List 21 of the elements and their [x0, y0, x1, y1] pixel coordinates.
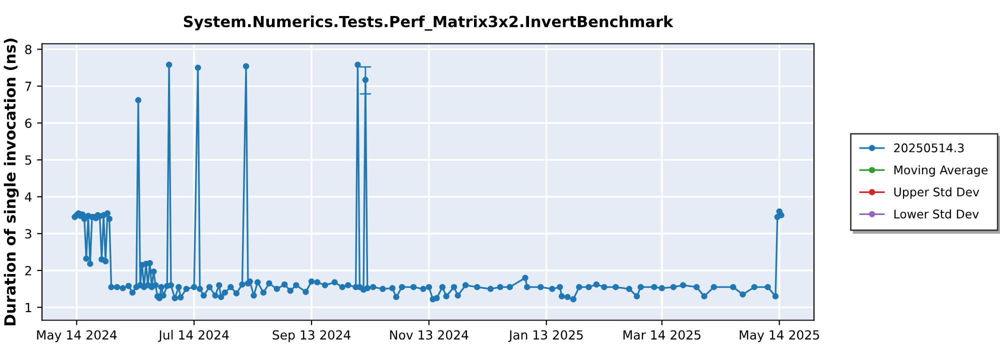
y-tick-label: 8 — [25, 44, 32, 54]
y-tick-label: 7 — [25, 82, 32, 91]
chart-title: System.Numerics.Tests.Perf_Matrix3x2.InvertBenchmark — [184, 15, 674, 31]
y-axis-title: Duration of single invocation (ns) — [4, 38, 19, 326]
legend-label: Moving Average — [894, 165, 988, 177]
legend-label: Lower Std Dev — [894, 209, 979, 218]
y-tick-label: 1 — [26, 302, 32, 312]
x-tick-label: Sep 13 2024 — [272, 330, 350, 342]
x-tick-label: May 14 2025 — [740, 330, 820, 342]
legend-label: Upper Std Dev — [894, 187, 980, 199]
x-tick-label: Jan 13 2025 — [508, 330, 583, 342]
x-tick-label: Mar 14 2025 — [624, 330, 700, 340]
x-tick-label: May 14 2024 — [37, 330, 117, 342]
x-tick-label: Nov 13 2024 — [390, 330, 468, 340]
y-tick-label: 2 — [25, 266, 32, 276]
y-tick-label: 5 — [25, 156, 32, 165]
y-tick-label: 4 — [24, 192, 32, 202]
y-tick-label: 6 — [25, 118, 32, 128]
legend-label: 20250514.3 — [894, 143, 964, 152]
x-tick-label: Jul 14 2024 — [158, 330, 229, 342]
y-tick-label: 3 — [25, 229, 32, 239]
